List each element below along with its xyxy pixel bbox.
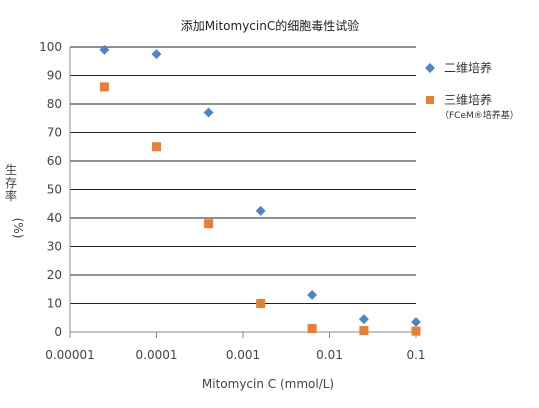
y-axis-label-unit: (%)	[11, 218, 25, 239]
x-tick-label: 0.00001	[45, 348, 95, 362]
x-tick-label: 0.1	[406, 348, 425, 362]
y-axis-label-char-1: 生	[5, 163, 17, 177]
axes	[69, 47, 417, 338]
legend-item-2d: 二维培养	[425, 60, 492, 75]
data-point-square	[152, 142, 161, 152]
y-tick-label: 40	[47, 211, 62, 225]
data-point-square	[307, 324, 317, 334]
y-axis-label-char-3: 率	[5, 188, 17, 203]
y-tick-label: 10	[47, 297, 62, 311]
data-point-diamond	[358, 314, 369, 325]
legend-marker-diamond	[425, 63, 435, 73]
data-point-square	[256, 299, 266, 308]
series-square	[99, 82, 421, 336]
data-point-square	[359, 326, 369, 336]
y-tick-label: 60	[47, 154, 62, 168]
data-point-diamond	[307, 290, 318, 300]
y-tick-label: 0	[54, 325, 62, 339]
y-axis-title: 生 存 率 (%)	[5, 163, 25, 238]
legend-label-2d: 二维培养	[444, 60, 492, 75]
data-point-square	[411, 326, 421, 336]
x-tick-label: 0.01	[316, 348, 343, 362]
data-point-diamond	[99, 44, 110, 55]
data-point-square	[99, 82, 109, 92]
legend-label-3d: 三维培养	[444, 92, 492, 107]
y-tick-label: 100	[39, 40, 62, 54]
data-point-diamond	[255, 205, 266, 216]
grid	[70, 46, 416, 305]
y-tick-label: 20	[47, 268, 62, 282]
y-tick-label: 70	[47, 126, 62, 140]
data-point-diamond	[411, 317, 421, 327]
data-point-square	[204, 219, 214, 229]
x-axis-title: Mitomycin C (mmol/L)	[202, 377, 334, 391]
x-tick-labels: 0.00001 0.0001 0.001 0.01 0.1	[45, 348, 425, 362]
data-point-diamond	[151, 49, 162, 60]
x-tick-label: 0.001	[226, 348, 260, 362]
y-axis-label-char-2: 存	[5, 176, 17, 190]
legend-sublabel-3d: （FCeM®培养基）	[440, 109, 519, 121]
chart-title: 添加MitomycinC的细胞毒性试验	[181, 18, 359, 33]
y-tick-label: 50	[47, 183, 62, 197]
y-tick-label: 30	[47, 240, 62, 254]
x-tick-label: 0.0001	[136, 348, 178, 362]
legend: 二维培养 三维培养 （FCeM®培养基）	[425, 60, 519, 121]
data-point-diamond	[203, 107, 214, 118]
legend-item-3d: 三维培养 （FCeM®培养基）	[426, 92, 519, 121]
y-tick-labels: 0 10 20 30 40 50 60 70 80 90 100	[39, 40, 62, 339]
legend-marker-square	[426, 96, 434, 104]
series-diamond	[99, 44, 421, 327]
y-tick-label: 80	[47, 97, 62, 111]
series	[99, 44, 421, 336]
y-tick-label: 90	[47, 69, 62, 83]
